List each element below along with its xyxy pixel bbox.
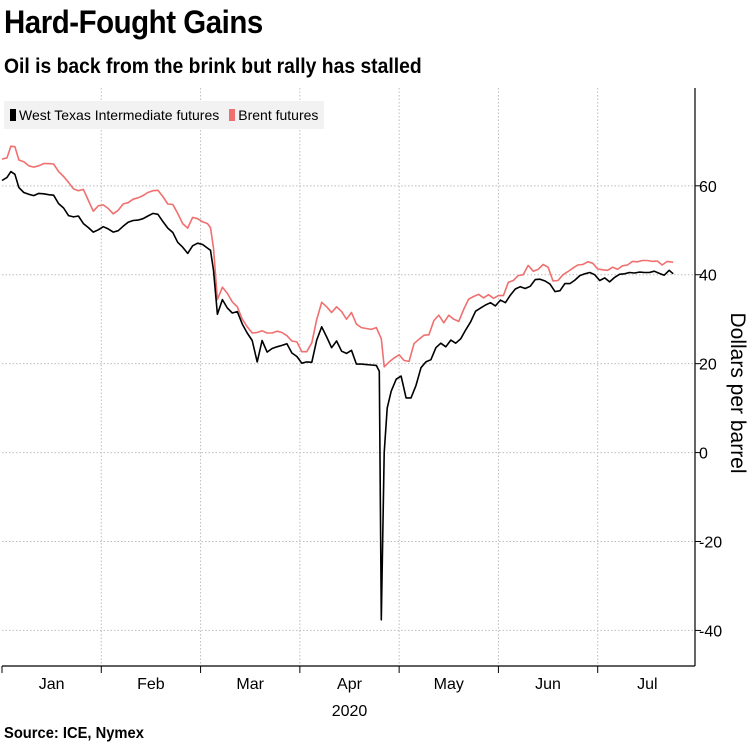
legend-label-wti: West Texas Intermediate futures xyxy=(19,107,220,123)
tick-labels: -40 -20 0 20 40 60 Jan Feb Mar Apr May Jun Jul 2020 xyxy=(39,179,722,720)
x-tick-label: Apr xyxy=(337,676,363,693)
x-tick-label: Mar xyxy=(236,676,264,693)
gridlines xyxy=(2,88,695,666)
x-tick-label: Jul xyxy=(637,676,657,693)
x-tick-label: Feb xyxy=(137,676,165,693)
legend-swatch-brent xyxy=(229,109,236,121)
y-tick-label: -20 xyxy=(699,535,722,552)
x-axis-label: 2020 xyxy=(332,703,368,720)
y-tick-label: 0 xyxy=(699,446,708,463)
legend-item-wti: West Texas Intermediate futures xyxy=(10,107,219,123)
series-line-brent xyxy=(1,145,674,368)
y-tick-label: 40 xyxy=(699,268,717,285)
source-note: Source: ICE, Nymex xyxy=(4,725,144,742)
x-tick-label: May xyxy=(434,676,464,693)
legend: West Texas Intermediate futures Brent fu… xyxy=(4,101,325,129)
x-tick-label: Jan xyxy=(39,676,65,693)
y-axis-label-text: Dollars per barrel xyxy=(726,312,749,474)
chart-subtitle: Oil is back from the brink but rally has… xyxy=(4,55,422,78)
y-tick-label: 60 xyxy=(699,179,717,196)
axes xyxy=(1,88,701,673)
legend-label-brent: Brent futures xyxy=(238,107,319,123)
chart-title: Hard-Fought Gains xyxy=(4,4,263,40)
legend-item-brent: Brent futures xyxy=(229,107,318,123)
series-lines xyxy=(1,145,674,621)
y-tick-label: 20 xyxy=(699,357,717,374)
x-tick-label: Jun xyxy=(535,676,561,693)
legend-swatch-wti xyxy=(10,109,16,121)
y-tick-label: -40 xyxy=(699,623,722,640)
series-line-wti xyxy=(1,170,674,621)
